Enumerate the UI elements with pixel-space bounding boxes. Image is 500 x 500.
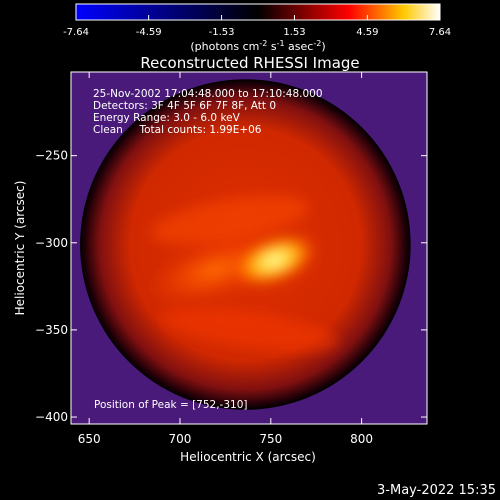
- colorbar-tick-label: -4.59: [136, 27, 162, 38]
- heatmap-image: [80, 79, 411, 410]
- colorbar-ticks: -7.64 -4.59 -1.53 1.53 4.59 7.64: [63, 15, 451, 38]
- emission-structure: [147, 195, 340, 352]
- x-tick-label: 700: [169, 432, 192, 446]
- y-tick-label: −400: [35, 410, 68, 424]
- x-tick-label: 750: [259, 432, 282, 446]
- y-tick-label: −250: [35, 149, 68, 163]
- x-tick-label: 650: [78, 432, 101, 446]
- annotation-time-range: 25-Nov-2002 17:04:48.000 to 17:10:48.000: [93, 88, 323, 100]
- colorbar-tick-label: 1.53: [283, 27, 305, 38]
- y-axis: −250 −300 −350 −400: [35, 149, 427, 424]
- x-axis-label: Heliocentric X (arcsec): [180, 450, 316, 464]
- plot-frame: [70, 71, 428, 425]
- plot-area: 650 700 750 800 −250 −300 −350 −400 25-Nov-200…: [35, 71, 428, 446]
- colorbar-tick-label: 7.64: [429, 27, 451, 38]
- colorbar-tick-label: 4.59: [356, 27, 378, 38]
- colorbar-gradient: [75, 3, 441, 21]
- x-tick-label: 800: [350, 432, 373, 446]
- y-tick-label: −350: [35, 323, 68, 337]
- x-axis: 650 700 750 800: [78, 72, 373, 446]
- emission-arc: [151, 195, 309, 245]
- colorbar-tick-label: -1.53: [209, 27, 235, 38]
- colorbar-tick-label: -7.64: [63, 27, 89, 38]
- colorbar: -7.64 -4.59 -1.53 1.53 4.59 7.64 (photons cm-…: [63, 3, 451, 53]
- emission-lower-arc: [160, 308, 340, 352]
- y-axis-label: Heliocentric Y (arcsec): [13, 181, 27, 316]
- chart-title: Reconstructed RHESSI Image: [140, 54, 359, 72]
- colorbar-units: (photons cm-2 s-1 asec-2): [190, 39, 325, 53]
- render-timestamp: 3-May-2022 15:35: [377, 483, 496, 498]
- peak-region: [231, 232, 318, 288]
- annotation-total-counts: Clean Total counts: 1.99E+06: [93, 124, 262, 136]
- annotation-block: 25-Nov-2002 17:04:48.000 to 17:10:48.000…: [93, 88, 323, 136]
- y-tick-label: −300: [35, 236, 68, 250]
- annotation-energy-range: Energy Range: 3.0 - 6.0 keV: [93, 112, 241, 124]
- peak-position-label: Position of Peak = [752,-310]: [94, 399, 248, 411]
- annotation-detectors: Detectors: 3F 4F 5F 6F 7F 8F, Att 0: [93, 100, 276, 112]
